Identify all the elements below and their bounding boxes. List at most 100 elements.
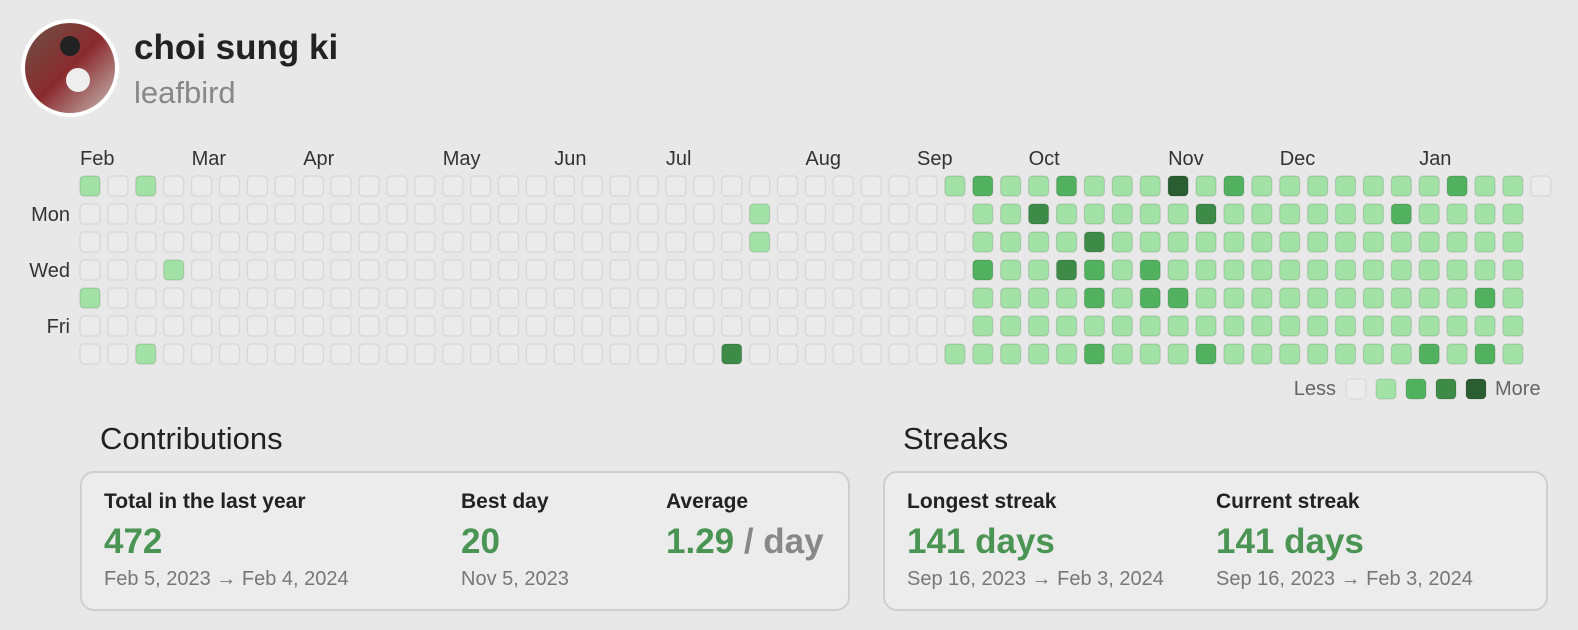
day-cell <box>1111 175 1133 197</box>
day-cell <box>804 231 827 253</box>
day-cell <box>302 259 324 281</box>
day-cell <box>1027 259 1050 281</box>
day-cell <box>1111 231 1133 253</box>
day-cell <box>358 203 380 225</box>
day-cell <box>1083 287 1106 309</box>
day-cell <box>1139 343 1161 365</box>
day-cell <box>1167 231 1189 253</box>
section-title: Streaks <box>903 421 1009 456</box>
day-cell <box>386 203 408 225</box>
day-cell <box>497 259 520 281</box>
day-cell <box>497 287 520 309</box>
day-cell <box>916 231 938 253</box>
day-cell <box>135 315 157 337</box>
day-cell <box>135 231 157 253</box>
day-cell <box>1334 343 1357 365</box>
day-cell <box>302 287 324 309</box>
day-cell <box>525 175 548 197</box>
day-cell <box>1390 203 1412 225</box>
day-cell <box>191 175 213 197</box>
day-cell <box>1418 315 1440 337</box>
day-cell <box>1083 175 1106 197</box>
day-cell <box>665 203 687 225</box>
day-cell <box>804 315 827 337</box>
day-cell <box>721 343 743 365</box>
day-cell <box>1167 175 1189 197</box>
day-cell <box>916 287 938 309</box>
day-cell <box>330 175 352 197</box>
day-cell <box>721 175 743 197</box>
day-cell <box>1362 231 1385 253</box>
day-cell <box>888 343 910 365</box>
day-cell <box>1251 203 1273 225</box>
day-cell <box>553 315 575 337</box>
day-cell <box>1306 259 1329 281</box>
day-cell <box>191 259 213 281</box>
day-cell <box>776 287 799 309</box>
day-cell <box>860 315 882 337</box>
day-cell <box>497 203 520 225</box>
day-cell <box>972 175 994 197</box>
day-cell <box>609 343 631 365</box>
day-cell <box>888 287 910 309</box>
day-cell <box>79 315 101 337</box>
day-cell <box>804 203 827 225</box>
day-cell <box>693 315 715 337</box>
day-cell <box>274 175 296 197</box>
day-cell <box>1055 175 1078 197</box>
day-cell <box>330 287 352 309</box>
day-cell <box>1223 203 1245 225</box>
day-cell <box>525 287 548 309</box>
stat-value: 20 <box>461 522 500 561</box>
day-cell <box>609 315 631 337</box>
day-cell <box>944 287 966 309</box>
day-cell <box>693 287 715 309</box>
day-cell <box>163 315 185 337</box>
day-cell <box>609 175 631 197</box>
day-cell <box>163 231 185 253</box>
day-cell <box>1139 203 1161 225</box>
day-cell <box>553 203 575 225</box>
day-cell <box>748 231 771 253</box>
day-cell <box>1251 259 1273 281</box>
stat-label: Average <box>666 490 749 513</box>
day-cell <box>1000 259 1022 281</box>
day-cell <box>637 203 659 225</box>
day-cell <box>776 315 799 337</box>
day-cell <box>693 231 715 253</box>
day-cell <box>1223 231 1245 253</box>
day-cell <box>944 203 966 225</box>
day-cell <box>79 343 101 365</box>
day-cell <box>693 175 715 197</box>
day-cell <box>721 287 743 309</box>
day-cell <box>972 259 994 281</box>
stat-unit: / day <box>743 522 824 561</box>
day-cell <box>107 203 129 225</box>
day-cell <box>860 287 882 309</box>
day-cell <box>497 175 520 197</box>
day-cell <box>218 343 241 365</box>
day-cell <box>1306 203 1329 225</box>
day-cell <box>776 175 799 197</box>
day-cell <box>916 343 938 365</box>
day-cell <box>693 343 715 365</box>
month-label: Apr <box>303 148 334 170</box>
day-cell <box>1139 315 1161 337</box>
day-cell <box>246 343 268 365</box>
day-cell <box>1083 259 1106 281</box>
day-cell <box>274 343 296 365</box>
day-cell <box>1027 231 1050 253</box>
day-cell <box>1111 259 1133 281</box>
day-cell <box>1279 343 1301 365</box>
day-cell <box>804 287 827 309</box>
day-cell <box>246 203 268 225</box>
day-cell <box>525 231 548 253</box>
day-cell <box>1223 343 1245 365</box>
day-cell <box>330 259 352 281</box>
day-cell <box>804 175 827 197</box>
day-cell <box>163 203 185 225</box>
day-cell <box>218 259 241 281</box>
day-cell <box>916 259 938 281</box>
day-cell <box>414 315 436 337</box>
day-cell <box>637 315 659 337</box>
